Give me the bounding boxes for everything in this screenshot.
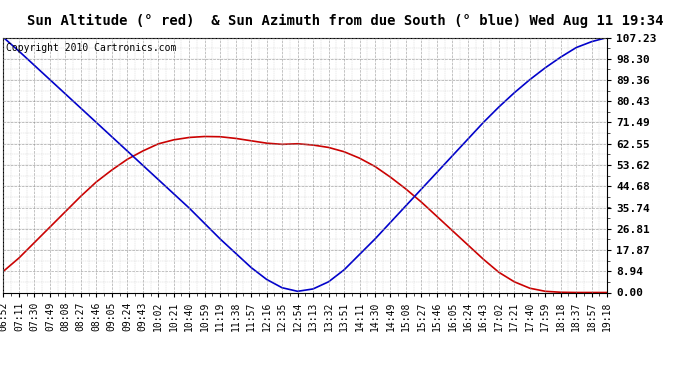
Text: Copyright 2010 Cartronics.com: Copyright 2010 Cartronics.com: [6, 43, 177, 52]
Text: Sun Altitude (° red)  & Sun Azimuth from due South (° blue) Wed Aug 11 19:34: Sun Altitude (° red) & Sun Azimuth from …: [27, 13, 663, 28]
